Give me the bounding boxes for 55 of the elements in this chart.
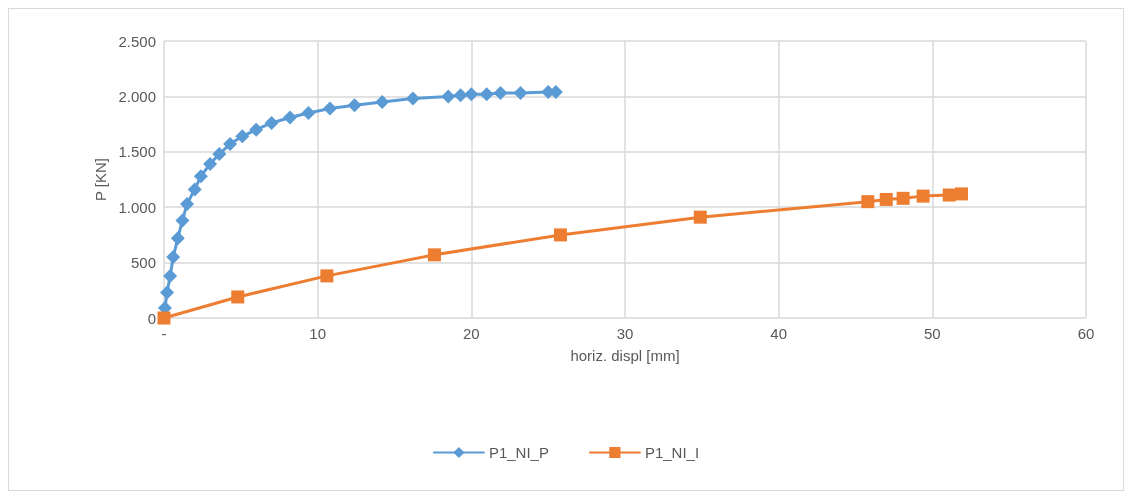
x-tick-label: 40 (770, 325, 788, 342)
point (861, 195, 875, 209)
x-axis-title: horiz. displ [mm] (570, 347, 680, 364)
point (283, 110, 298, 125)
point (301, 106, 316, 121)
point (553, 228, 567, 242)
point (479, 87, 494, 102)
point (231, 290, 245, 304)
point (320, 269, 334, 283)
point (235, 129, 250, 144)
point (322, 101, 337, 116)
point (896, 191, 910, 205)
y-axis-title: P [KN] (91, 157, 109, 202)
point (264, 115, 279, 130)
point (493, 86, 508, 101)
point (453, 88, 468, 103)
x-tick-label: 50 (923, 325, 941, 342)
point (405, 91, 420, 106)
point (203, 156, 218, 171)
point (347, 98, 362, 113)
point (693, 210, 707, 224)
point (955, 187, 969, 201)
point (879, 192, 893, 206)
x-tick-label: 60 (1077, 325, 1095, 342)
point (160, 285, 175, 300)
point (223, 137, 238, 152)
y-tick-label: 1.500 (118, 143, 156, 161)
point (375, 94, 390, 109)
y-tick-label: 2.000 (118, 87, 156, 105)
x-tick-label: 20 (462, 325, 480, 342)
point (513, 86, 528, 101)
y-tick-label: 1.000 (118, 198, 156, 216)
point (249, 122, 264, 137)
x-tick-label: - (161, 325, 167, 342)
y-tick-label: 0 (147, 309, 156, 327)
point (441, 89, 456, 104)
point (175, 213, 190, 228)
y-tick-label: 2.500 (118, 32, 156, 50)
legend-label: P1_NI_I (644, 444, 700, 461)
point (166, 250, 181, 265)
point (187, 182, 202, 197)
x-tick-label: 30 (616, 325, 634, 342)
point (942, 188, 956, 202)
point (427, 248, 441, 262)
point (157, 311, 171, 325)
y-tick-label: 500 (130, 254, 156, 272)
point (212, 147, 227, 162)
point (464, 87, 479, 102)
point (163, 268, 178, 283)
point (180, 196, 195, 211)
x-tick-label: 10 (309, 325, 327, 342)
point (916, 189, 930, 203)
legend-label: P1_NI_P (488, 444, 549, 461)
point (193, 169, 208, 184)
point (170, 231, 185, 246)
